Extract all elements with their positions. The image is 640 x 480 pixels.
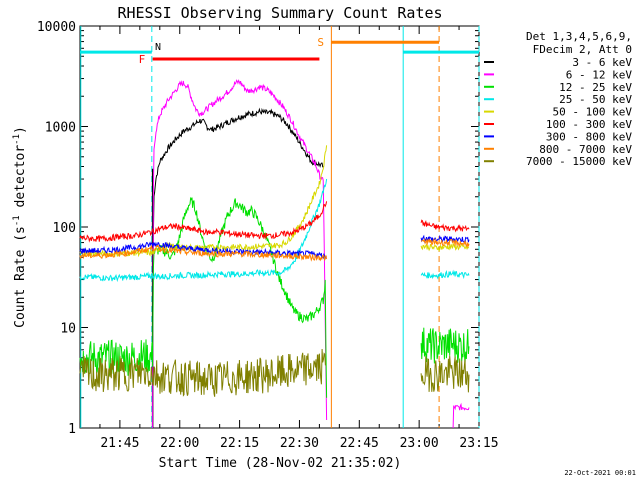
series-line [79, 241, 328, 260]
flare-label: F [139, 53, 146, 66]
legend-entry-label: 7000 - 15000 keV [526, 155, 632, 168]
x-tick-label: 23:00 [400, 436, 439, 451]
series-line [420, 269, 470, 280]
series-line [420, 237, 470, 248]
night-label: N [155, 42, 161, 53]
series-line [79, 244, 328, 262]
series-line [79, 178, 328, 283]
y-axis-label: Count Rate (s-1 detector-1) [12, 126, 28, 328]
legend: Det 1,3,4,5,6,9, FDecim 2, Att 0 3 - 6 k… [484, 30, 632, 168]
series-line [79, 196, 328, 398]
legend-entry-label: 100 - 300 keV [546, 118, 632, 131]
y-tick-label: 1000 [45, 121, 76, 136]
series-line [152, 79, 328, 429]
legend-entry-label: 3 - 6 keV [572, 56, 632, 69]
legend-entry-label: 800 - 7000 keV [539, 143, 632, 156]
legend-header-line-1: Det 1,3,4,5,6,9, [526, 30, 632, 43]
legend-entry-label: 50 - 100 keV [553, 106, 633, 119]
series-line [420, 219, 470, 233]
series-line [420, 234, 470, 244]
legend-entry-label: 25 - 50 keV [559, 93, 632, 106]
series-line [420, 355, 470, 393]
series-layer [79, 79, 470, 429]
legend-entry-label: 12 - 25 keV [559, 81, 632, 94]
y-tick-label: 100 [53, 221, 76, 236]
x-axis-label: Start Time (28-Nov-02 21:35:02) [159, 456, 402, 471]
tick-labels: 21:45 22:00 22:15 22:30 22:45 23:00 23:15 1 10 10… [37, 20, 499, 451]
y-tick-label: 10 [60, 322, 76, 337]
saa-label: S [317, 36, 324, 49]
series-line [152, 107, 324, 429]
series-line [79, 348, 326, 397]
y-tick-label: 10000 [37, 20, 76, 35]
x-tick-label: 23:15 [459, 436, 498, 451]
footer-timestamp: 22-Oct-2021 00:01 [564, 469, 636, 477]
series-line [452, 402, 470, 429]
x-tick-label: 22:00 [160, 436, 199, 451]
x-tick-label: 21:45 [100, 436, 139, 451]
series-line [420, 327, 470, 364]
series-line [420, 242, 470, 252]
legend-header-line-2: FDecim 2, Att 0 [533, 43, 632, 56]
x-tick-label: 22:45 [340, 436, 379, 451]
x-tick-label: 22:15 [220, 436, 259, 451]
y-tick-label: 1 [68, 422, 76, 437]
series-line [79, 201, 328, 243]
legend-entry-label: 300 - 800 keV [546, 130, 632, 143]
legend-entry-label: 6 - 12 keV [566, 68, 633, 81]
x-tick-label: 22:30 [280, 436, 319, 451]
chart-title: RHESSI Observing Summary Count Rates [117, 4, 442, 22]
